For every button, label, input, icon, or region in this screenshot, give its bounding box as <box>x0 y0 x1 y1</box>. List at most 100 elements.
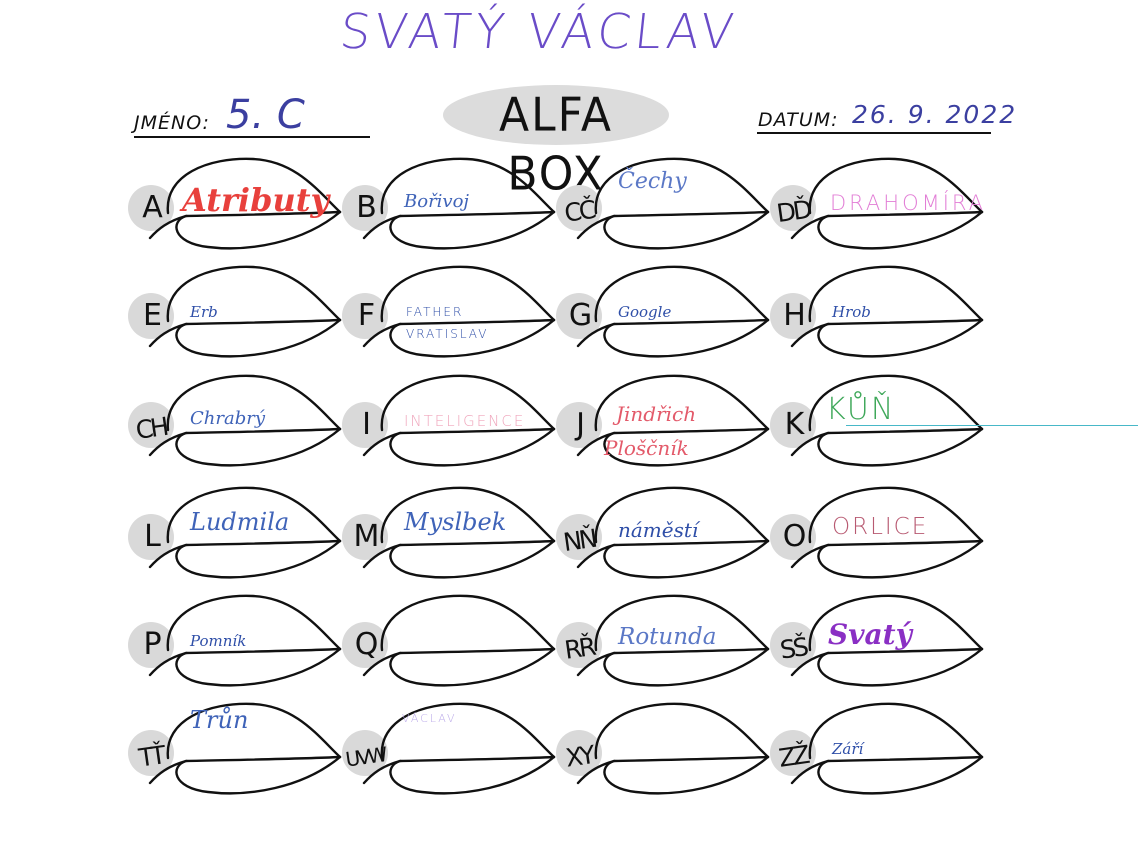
alfabox-cell-12: L Ludmila <box>128 484 343 589</box>
cell-letter: CH <box>133 412 168 445</box>
date-label: DATUM: <box>758 109 839 131</box>
alfabox-cell-10: J Jindřich Ploščník <box>556 372 771 477</box>
cell-word: Myslbek <box>404 508 507 536</box>
cell-word: KŮŇ <box>826 392 896 427</box>
alfabox-cell-15: O ORLICE <box>770 484 985 589</box>
cell-letter: P <box>143 627 161 662</box>
cell-word: náměstí <box>618 518 699 542</box>
leaf-outline <box>576 157 770 250</box>
alfabox-cell-5: F FATHER VRATISLAV <box>342 263 557 368</box>
leaf-outline <box>148 594 342 687</box>
cell-letter: TŤ <box>136 740 165 773</box>
cell-letter: Q <box>354 627 379 662</box>
alfabox-cell-13: M Myslbek <box>342 484 557 589</box>
cell-word: VRATISLAV <box>406 327 489 341</box>
cell-letter: J <box>576 407 585 442</box>
alfabox-cell-8: CH Chrabrý <box>128 372 343 477</box>
leaf-outline <box>362 374 556 467</box>
cell-word: Pomník <box>190 632 247 650</box>
cell-word: Google <box>618 303 672 321</box>
cell-letter: B <box>356 190 377 225</box>
name-label: JMÉNO: <box>134 112 210 134</box>
leaf-outline <box>148 486 342 579</box>
leaf-outline <box>576 265 770 358</box>
cell-word: Ploščník <box>604 436 689 460</box>
cell-letter: A <box>142 190 163 225</box>
alfabox-cell-9: I INTELIGENCE <box>342 372 557 477</box>
leaf-outline <box>362 157 556 250</box>
alfabox-cell-21: UVW VÁCLAV <box>342 700 557 805</box>
cell-word: Chrabrý <box>190 408 265 429</box>
alfabox-cell-0: A Atributy <box>128 155 343 260</box>
cell-word: Rotunda <box>618 624 717 650</box>
leaf-outline <box>790 486 984 579</box>
leaf-outline <box>790 594 984 687</box>
name-value: 5. C <box>226 92 305 138</box>
cell-word: INTELIGENCE <box>404 412 526 430</box>
cell-word: VÁCLAV <box>402 712 457 725</box>
alfabox-cell-3: DĎ DRAHOMÍRA <box>770 155 985 260</box>
leaf-outline <box>362 265 556 358</box>
cell-letter: G <box>568 298 592 333</box>
cell-word: Trůn <box>190 706 249 734</box>
alfabox-cell-20: TŤ Trůn <box>128 700 343 805</box>
scan-artifact-line <box>846 425 1138 426</box>
leaf-outline <box>362 702 556 795</box>
cell-word: Září <box>832 740 864 758</box>
alfabox-cell-19: SŠ Svatý <box>770 592 985 697</box>
leaf-outline <box>362 486 556 579</box>
cell-letter: CČ <box>562 195 596 228</box>
alfabox-cell-1: B Bořivoj <box>342 155 557 260</box>
cell-letter: O <box>782 519 807 554</box>
leaf-outline <box>790 702 984 795</box>
alfabox-cell-23: ZŽ Září <box>770 700 985 805</box>
leaf-outline <box>362 594 556 687</box>
cell-letter: DĎ <box>774 194 812 229</box>
cell-letter: NŇ <box>561 523 597 558</box>
cell-word: Hrob <box>832 303 871 321</box>
cell-letter: E <box>143 298 162 333</box>
alfabox-cell-14: NŇ náměstí <box>556 484 771 589</box>
alfabox-cell-6: G Google <box>556 263 771 368</box>
alfabox-cell-4: E Erb <box>128 263 343 368</box>
alfabox-cell-11: K KŮŇ <box>770 372 985 477</box>
alfabox-cell-2: CČ Čechy <box>556 155 771 260</box>
date-value: 26. 9. 2022 <box>852 100 1018 129</box>
cell-letter: L <box>144 519 161 554</box>
leaf-outline <box>576 486 770 579</box>
leaf-outline <box>148 702 342 795</box>
cell-letter: SŠ <box>778 632 808 665</box>
leaf-outline <box>576 594 770 687</box>
cell-word: Bořivoj <box>404 191 470 212</box>
cell-word: DRAHOMÍRA <box>830 191 987 215</box>
cell-letter: UVW <box>343 742 387 772</box>
cell-word: FATHER <box>406 305 464 319</box>
cell-letter: ZŽ <box>776 740 809 773</box>
cell-word: ORLICE <box>832 514 929 540</box>
page-title: SVATÝ VÁCLAV <box>337 4 741 60</box>
leaf-outline <box>148 265 342 358</box>
alfabox-cell-7: H Hrob <box>770 263 985 368</box>
leaf-outline <box>790 374 984 467</box>
leaf-outline <box>148 374 342 467</box>
cell-letter: I <box>362 407 371 442</box>
cell-word: Čechy <box>618 169 687 194</box>
cell-letter: M <box>353 519 380 554</box>
leaf-outline <box>148 157 342 250</box>
leaf-outline <box>790 265 984 358</box>
leaf-outline <box>790 157 984 250</box>
alfabox-cell-22: XY <box>556 700 771 805</box>
cell-letter: XY <box>563 740 595 773</box>
alfabox-cell-16: P Pomník <box>128 592 343 697</box>
cell-letter: RŘ <box>562 632 596 665</box>
leaf-outline <box>576 702 770 795</box>
alfa-box-title: ALFA BOX <box>499 88 613 202</box>
cell-word: Svatý <box>828 618 912 651</box>
alfabox-cell-17: Q <box>342 592 557 697</box>
alfabox-cell-18: RŘ Rotunda <box>556 592 771 697</box>
name-underline <box>134 136 370 138</box>
cell-letter: K <box>784 407 805 442</box>
cell-word: Jindřich <box>616 402 697 426</box>
cell-letter: H <box>783 298 806 333</box>
date-underline <box>757 132 991 134</box>
